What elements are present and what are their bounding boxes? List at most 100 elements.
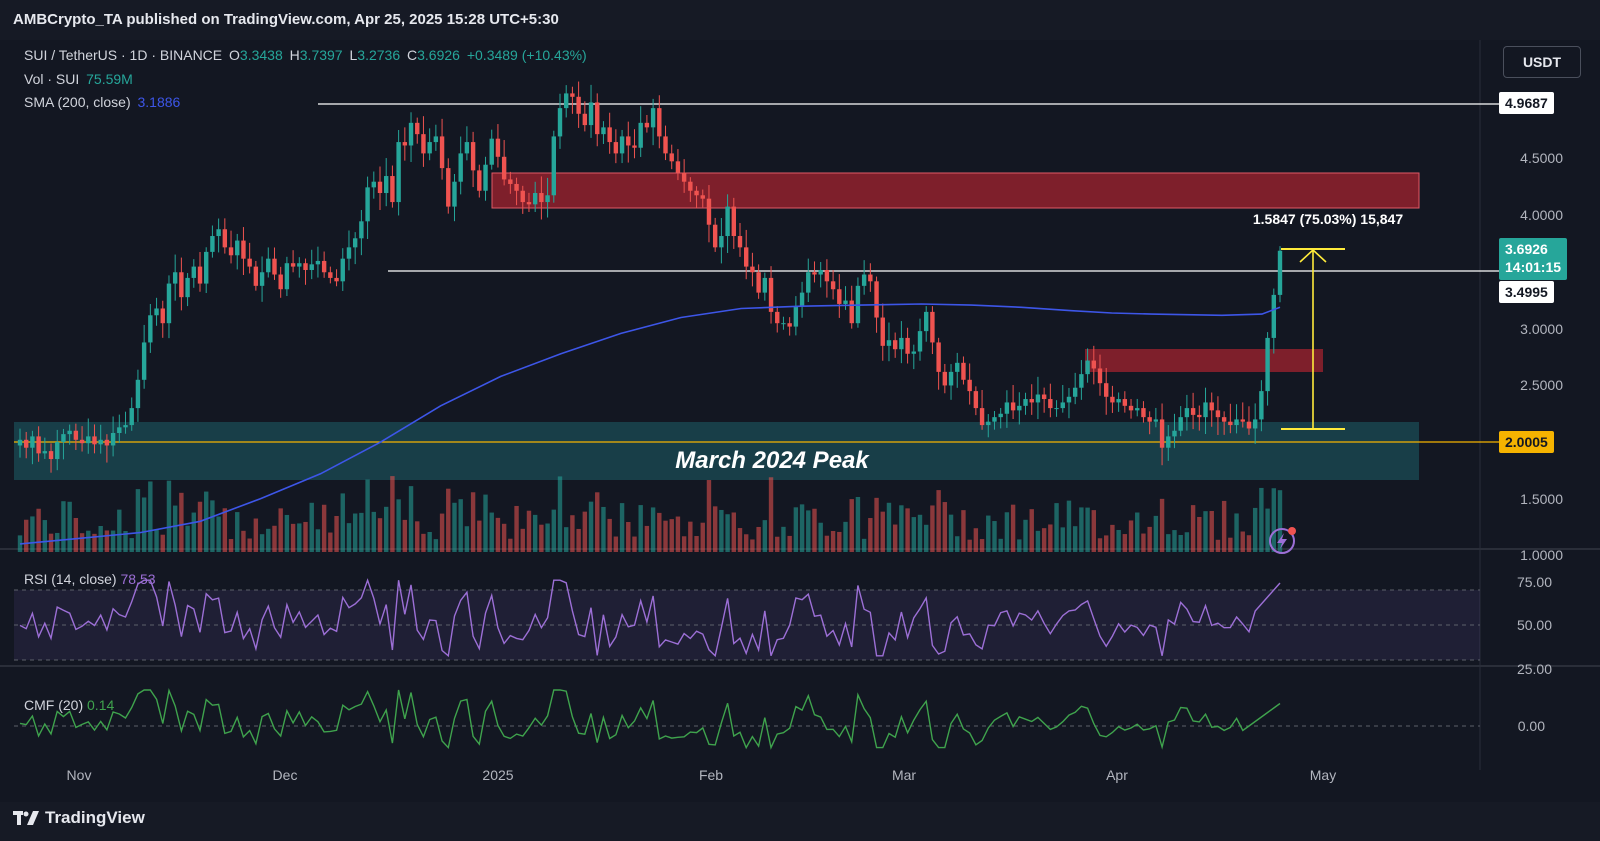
rsi-label: RSI (14, close) <box>24 571 117 587</box>
candle-body <box>1147 417 1152 422</box>
volume-bar <box>849 499 854 552</box>
candle-body <box>1159 419 1165 448</box>
candle-body <box>1172 430 1177 437</box>
candle-body <box>1122 399 1128 406</box>
volume-bar <box>501 523 507 552</box>
currency-button[interactable]: USDT <box>1503 46 1581 78</box>
alert-flash-icon[interactable] <box>1269 527 1296 554</box>
price-axis[interactable]: 4.5000 4.0000 3.0000 2.5000 1.5000 1.000… <box>1520 150 1563 563</box>
candle-body <box>433 136 439 143</box>
volume-bar <box>824 535 830 552</box>
candle-body <box>477 170 482 191</box>
volume-bar <box>104 530 110 552</box>
volume-legend[interactable]: Vol · SUI 75.59M <box>24 71 133 87</box>
candle-body <box>1234 419 1239 426</box>
measure-tool[interactable] <box>1281 248 1345 430</box>
symbol-title[interactable]: SUI / TetherUS · 1D · BINANCE <box>24 47 223 63</box>
candle-body <box>110 433 116 446</box>
volume-bar <box>141 497 147 552</box>
volume-bar <box>632 536 637 552</box>
volume-bar <box>1141 533 1146 552</box>
time-axis[interactable]: Nov Dec 2025 Feb Mar Apr May <box>67 767 1337 783</box>
candle-body <box>172 272 178 284</box>
candle-body <box>266 258 271 273</box>
candle-body <box>1277 250 1283 295</box>
candle-body <box>806 272 811 293</box>
candle-body <box>986 421 991 426</box>
volume-bar <box>657 512 662 552</box>
time-tick: 2025 <box>482 767 513 783</box>
volume-label: Vol · SUI <box>24 71 80 87</box>
candle-body <box>632 145 637 148</box>
volume-bar <box>1110 524 1115 552</box>
volume-bar <box>123 531 128 552</box>
candle-body <box>1190 408 1196 415</box>
chart-area[interactable]: March 2024 Peak 1.5847 (75.03%) 15,847 4… <box>0 40 1600 802</box>
candle-body <box>1054 408 1059 410</box>
volume-bar <box>86 530 91 552</box>
volume-bar <box>309 502 314 552</box>
volume-bar <box>799 504 805 552</box>
volume-bar <box>272 525 277 552</box>
sma-legend[interactable]: SMA (200, close) 3.1886 <box>24 94 180 110</box>
candle-body <box>1166 436 1171 448</box>
candle-body <box>880 317 885 346</box>
volume-bar <box>1035 530 1041 552</box>
cmf-legend[interactable]: CMF (20) 0.14 <box>24 697 114 713</box>
volume-bar <box>172 505 178 552</box>
candle-body <box>607 127 612 143</box>
candle-body <box>812 272 817 275</box>
candle-body <box>924 311 929 332</box>
volume-bar <box>396 499 401 552</box>
candle-body <box>1178 417 1183 431</box>
volume-bar <box>303 521 308 552</box>
volume-bar <box>1277 490 1283 552</box>
candle-body <box>259 272 265 286</box>
volume-bar <box>793 507 799 552</box>
volume-bar <box>402 519 408 552</box>
candle-body <box>235 240 240 256</box>
rsi-legend[interactable]: RSI (14, close) 78.53 <box>24 571 156 587</box>
candle-body <box>526 202 532 205</box>
volume-bar <box>352 513 358 552</box>
volume-bar <box>576 528 581 552</box>
candle-body <box>669 153 674 162</box>
candle-body <box>582 113 588 126</box>
candle-body <box>1004 402 1010 414</box>
volume-bar <box>812 508 817 552</box>
change-value: +0.3489 (+10.43%) <box>466 47 587 63</box>
chart-canvas[interactable]: March 2024 Peak 1.5847 (75.03%) 15,847 4… <box>0 40 1600 802</box>
candle-body <box>129 408 134 426</box>
candle-body <box>495 138 501 157</box>
volume-bar <box>55 532 60 552</box>
candle-body <box>992 417 997 422</box>
candle-body <box>1228 421 1233 426</box>
candle-body <box>936 342 941 372</box>
tradingview-logo[interactable]: TradingView <box>13 808 145 828</box>
volume-bar <box>650 507 656 552</box>
volume-bar <box>570 515 575 552</box>
candle-body <box>948 371 954 386</box>
candlesticks[interactable] <box>17 81 1283 473</box>
candle-body <box>154 308 159 316</box>
candle-body <box>1010 402 1016 411</box>
candle-body <box>595 102 600 135</box>
volume-bar <box>340 493 345 552</box>
volume-bar <box>228 539 234 552</box>
volume-bar <box>1178 535 1183 552</box>
volume-bar <box>998 538 1003 552</box>
volume-bar <box>365 479 370 552</box>
volume-bar <box>359 512 364 552</box>
candle-body <box>384 176 389 194</box>
volume-bar <box>1066 500 1072 552</box>
candle-body <box>532 193 538 205</box>
volume-bar <box>731 512 736 552</box>
candle-body <box>1265 337 1270 392</box>
candle-body <box>570 93 575 97</box>
candle-body <box>1128 405 1134 411</box>
volume-bar <box>719 509 724 552</box>
candle-body <box>824 269 830 282</box>
candle-body <box>725 206 730 237</box>
volume-bar <box>1004 512 1010 552</box>
low-label: L <box>349 47 358 63</box>
